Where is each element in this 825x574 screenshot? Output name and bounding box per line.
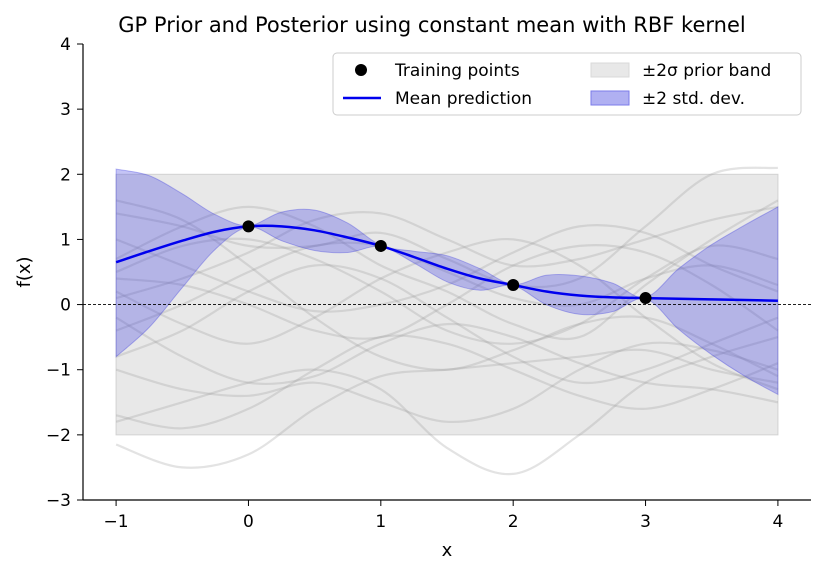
prior-sample-9 [115,237,779,345]
x-tick-label: 0 [243,512,254,532]
prior-sample-7 [115,263,779,385]
prior-sample-12 [115,341,779,424]
training-point-2 [374,239,387,252]
x-tick-label: 2 [508,512,519,532]
prior-sample-6 [115,224,779,313]
x-axis-label: x [442,540,453,561]
legend: Training points ±2σ prior band Mean predic… [332,52,802,116]
prior-sample-14 [115,316,779,404]
prior-sample-11 [115,199,779,378]
x-tick-label: 3 [640,512,651,532]
legend-label: Mean prediction [395,89,532,109]
prior-sample-15 [115,244,779,340]
y-tick-label: −2 [46,426,71,446]
legend-box [332,52,802,116]
legend-label: Training points [394,61,520,81]
legend-label: ±2σ prior band [642,61,771,81]
y-tick-label: 0 [60,296,71,316]
x-tick-label: 4 [772,512,783,532]
prior-sample-13 [115,205,779,300]
chart-title: GP Prior and Posterior using constant me… [118,13,745,37]
prior-samples [115,166,779,476]
x-axis: −1 0 1 2 3 4 [83,499,811,532]
training-point-3 [507,279,520,292]
x-tick-label: −1 [104,512,129,532]
training-point-1 [242,220,255,233]
prior-sample-10 [115,241,779,332]
y-tick-label: −3 [46,491,71,511]
plot-area [83,168,811,396]
mean-prediction-line [115,224,778,302]
legend-label: ±2 std. dev. [642,89,745,109]
prior-sample-3 [115,199,779,341]
x-tick-label: 1 [375,512,386,532]
prior-sample-1 [115,348,779,469]
y-tick-label: −1 [46,361,71,381]
training-point-4 [639,292,652,305]
legend-marker-band [590,62,630,78]
y-tick-label: 4 [60,35,71,55]
prior-sample-2 [115,166,779,289]
y-axis: −3 −2 −1 0 1 2 3 4 [46,35,84,511]
legend-marker-training-points [355,64,367,76]
y-tick-label: 2 [60,165,71,185]
prior-sample-5 [115,237,779,391]
prior-sample-8 [115,334,779,430]
y-tick-label: 1 [60,230,71,250]
legend-marker-band [590,90,630,106]
prior-band [115,173,779,436]
y-axis-label: f(x) [14,256,35,287]
prior-sample-4 [115,336,779,476]
y-tick-label: 3 [60,100,71,120]
